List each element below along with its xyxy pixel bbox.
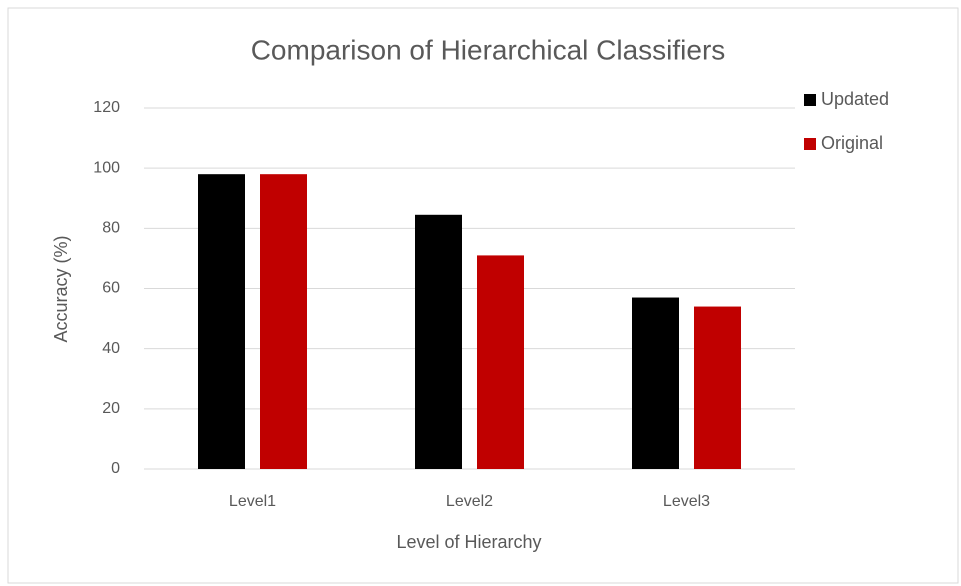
y-tick-label: 60 bbox=[102, 280, 120, 297]
bar bbox=[632, 297, 679, 469]
chart-title: Comparison of Hierarchical Classifiers bbox=[251, 34, 726, 65]
x-axis-label: Level of Hierarchy bbox=[396, 532, 541, 552]
x-tick-label: Level2 bbox=[446, 493, 493, 510]
y-tick-label: 40 bbox=[102, 340, 120, 357]
legend-label: Updated bbox=[821, 89, 889, 109]
bar bbox=[415, 214, 462, 469]
y-tick-label: 120 bbox=[93, 99, 120, 116]
y-tick-label: 0 bbox=[111, 460, 120, 477]
bar bbox=[260, 174, 307, 469]
bar bbox=[477, 255, 524, 469]
y-tick-label: 80 bbox=[102, 220, 120, 237]
legend-label: Original bbox=[821, 133, 883, 153]
y-axis-label: Accuracy (%) bbox=[51, 235, 71, 342]
y-tick-label: 100 bbox=[93, 159, 120, 176]
x-tick-label: Level3 bbox=[663, 493, 710, 510]
legend-swatch bbox=[804, 94, 816, 106]
x-tick-label: Level1 bbox=[229, 493, 276, 510]
y-tick-label: 20 bbox=[102, 400, 120, 417]
legend-swatch bbox=[804, 138, 816, 150]
bar bbox=[198, 174, 245, 469]
bar bbox=[694, 306, 741, 469]
